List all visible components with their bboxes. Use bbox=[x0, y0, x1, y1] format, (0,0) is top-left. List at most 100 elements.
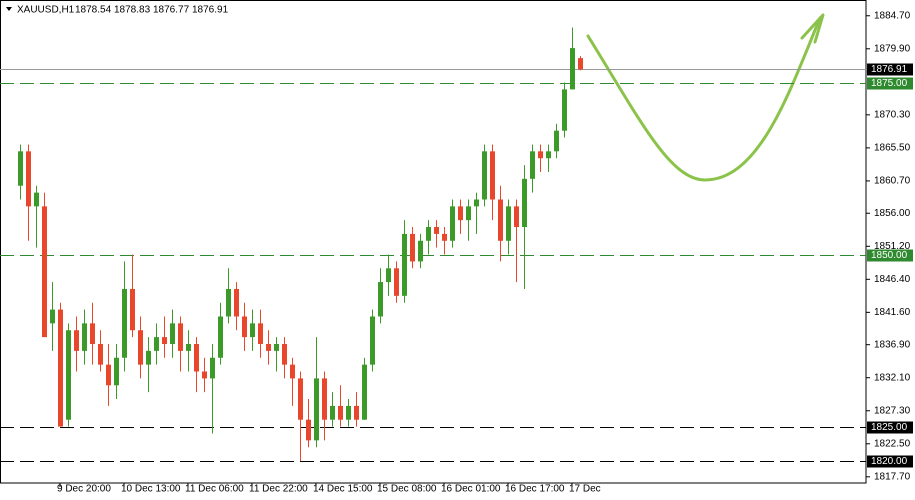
y-tick-label: 1817.70 bbox=[874, 471, 911, 482]
candle-body bbox=[74, 330, 79, 351]
candle-body bbox=[138, 330, 143, 365]
candle-body bbox=[434, 227, 439, 234]
x-tick-label: 10 Dec 13:00 bbox=[121, 484, 181, 495]
candle-body bbox=[66, 330, 71, 420]
candle-body bbox=[258, 323, 263, 344]
candle-body bbox=[202, 371, 207, 379]
candle-body bbox=[194, 343, 199, 372]
candle-body bbox=[394, 268, 399, 296]
candle-body bbox=[370, 316, 375, 365]
x-tick-label: 9 Dec 20:00 bbox=[57, 484, 111, 495]
candle-body bbox=[466, 206, 471, 221]
candle-body bbox=[498, 199, 503, 241]
candle-body bbox=[338, 405, 343, 420]
candle-body bbox=[26, 151, 31, 207]
y-tick-label: 1870.30 bbox=[874, 109, 911, 120]
candle-body bbox=[458, 206, 463, 221]
level-label: 1820.00 bbox=[871, 456, 908, 467]
candle-body bbox=[282, 343, 287, 365]
candle-body bbox=[506, 206, 511, 241]
candle-body bbox=[226, 288, 231, 317]
x-tick-label: 11 Dec 06:00 bbox=[185, 484, 244, 495]
y-tick-label: 1822.50 bbox=[874, 438, 911, 449]
candle-body bbox=[146, 350, 151, 365]
candle-body bbox=[378, 282, 383, 317]
y-tick-label: 1832.10 bbox=[874, 372, 911, 383]
candle-body bbox=[330, 405, 335, 420]
candle-body bbox=[178, 323, 183, 351]
candle-body bbox=[418, 240, 423, 262]
candle-body bbox=[426, 227, 431, 241]
level-label: 1875.00 bbox=[871, 78, 908, 89]
candle-body bbox=[250, 323, 255, 338]
current-price-label: 1876.91 bbox=[871, 64, 908, 75]
candle-body bbox=[562, 89, 567, 131]
candle-body bbox=[106, 364, 111, 386]
candle-body bbox=[354, 405, 359, 420]
candle-body bbox=[362, 364, 367, 420]
candle-body bbox=[242, 316, 247, 338]
candle-body bbox=[546, 151, 551, 159]
candle-body bbox=[82, 323, 87, 351]
x-tick-label: 17 Dec bbox=[569, 484, 601, 495]
symbol: XAUUSD,H1 bbox=[17, 5, 75, 16]
y-tick-label: 1856.00 bbox=[874, 208, 911, 219]
candle-body bbox=[50, 309, 55, 324]
candle-body bbox=[386, 268, 391, 283]
y-tick-label: 1865.50 bbox=[874, 143, 911, 154]
candle-body bbox=[98, 343, 103, 365]
candle-body bbox=[234, 288, 239, 317]
level-label-bg bbox=[867, 77, 913, 90]
candle-body bbox=[514, 206, 519, 228]
candle-body bbox=[18, 151, 23, 186]
level-label: 1850.00 bbox=[871, 250, 908, 261]
y-tick-label: 1846.40 bbox=[874, 274, 911, 285]
candle-body bbox=[482, 151, 487, 200]
candle-body bbox=[130, 288, 135, 331]
candle-body bbox=[450, 206, 455, 241]
candle-body bbox=[162, 337, 167, 344]
candle-body bbox=[274, 343, 279, 351]
arrow-head bbox=[800, 13, 825, 44]
x-tick-label: 16 Dec 01:00 bbox=[441, 484, 501, 495]
y-tick-label: 1879.90 bbox=[874, 43, 911, 54]
candle-body bbox=[34, 192, 39, 207]
candle-body bbox=[410, 233, 415, 262]
header-value: 1876.91 bbox=[192, 5, 229, 16]
current-price-bg bbox=[867, 63, 913, 76]
candle-body bbox=[114, 357, 119, 386]
candle-body bbox=[578, 58, 583, 70]
candle-body bbox=[210, 357, 215, 379]
candle-body bbox=[90, 323, 95, 344]
y-tick-label: 1836.90 bbox=[874, 339, 911, 350]
candle-body bbox=[186, 343, 191, 351]
candle-body bbox=[442, 233, 447, 241]
candle-body bbox=[42, 206, 47, 338]
candle-body bbox=[538, 151, 543, 159]
plot-frame bbox=[0, 0, 867, 484]
y-tick-label: 1851.20 bbox=[874, 241, 911, 252]
header: XAUUSD,H1 bbox=[17, 5, 75, 16]
y-tick-label: 1860.70 bbox=[874, 176, 911, 187]
x-tick-label: 14 Dec 15:00 bbox=[313, 484, 373, 495]
candle-body bbox=[522, 178, 527, 228]
candle-body bbox=[298, 378, 303, 420]
header-value: 1878.54 bbox=[75, 5, 112, 16]
candle-body bbox=[218, 316, 223, 358]
y-tick-label: 1884.70 bbox=[874, 10, 911, 21]
candle-body bbox=[58, 309, 63, 427]
forecast-arrow bbox=[586, 16, 822, 182]
x-tick-label: 11 Dec 22:00 bbox=[249, 484, 308, 495]
header-value: 1876.77 bbox=[153, 5, 190, 16]
candle-body bbox=[314, 378, 319, 441]
candle-body bbox=[266, 343, 271, 351]
y-tick-label: 1827.30 bbox=[874, 405, 911, 416]
candle-body bbox=[402, 233, 407, 296]
x-tick-label: 15 Dec 08:00 bbox=[377, 484, 437, 495]
candle-body bbox=[170, 323, 175, 344]
candle-body bbox=[290, 364, 295, 379]
candle-body bbox=[306, 419, 311, 441]
level-label-bg bbox=[867, 455, 913, 468]
candle-body bbox=[474, 199, 479, 207]
